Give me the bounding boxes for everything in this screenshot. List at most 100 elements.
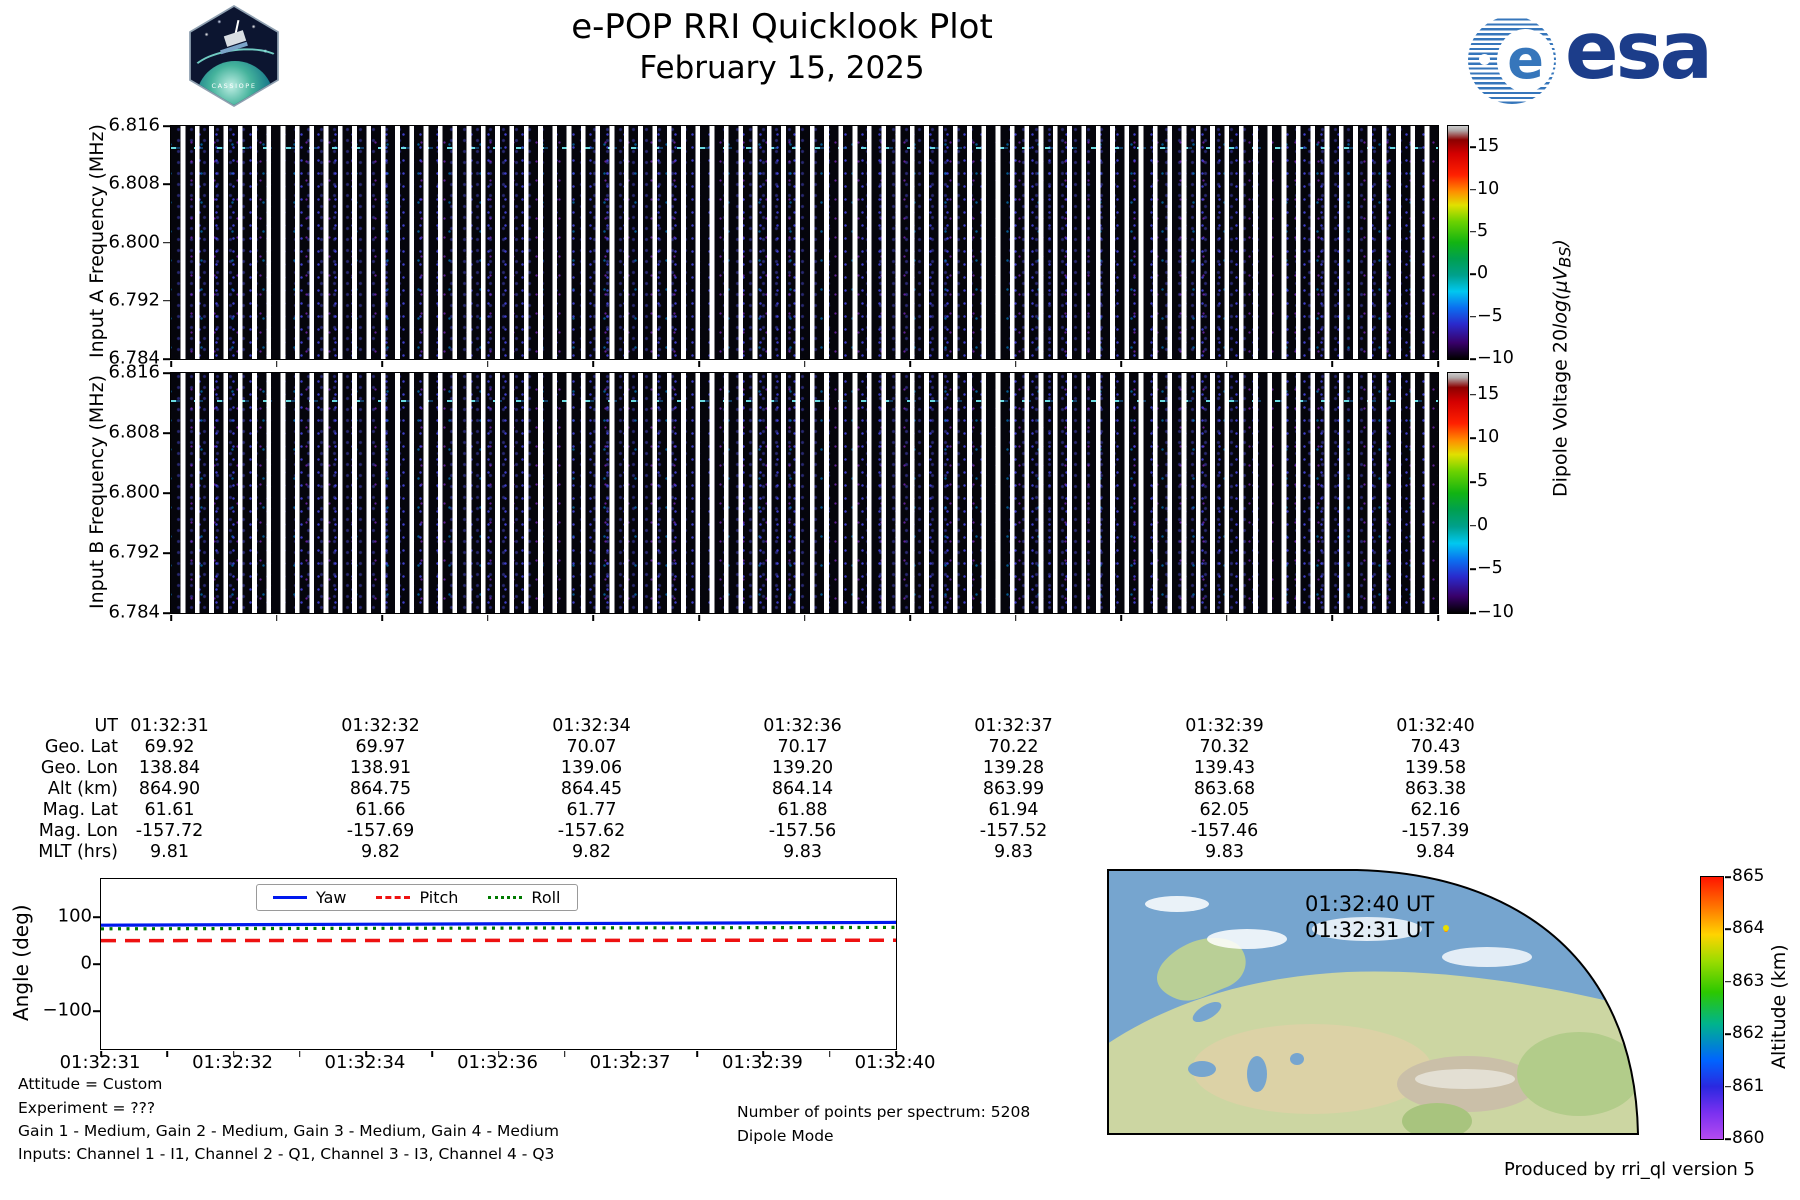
axis-tick [497,1050,500,1057]
eph-cell: 69.92 [144,737,195,757]
eph-cell: 139.06 [560,758,623,778]
axis-tick [909,614,911,621]
axis-tick [163,492,170,494]
axis-tick [163,299,170,302]
eph-cell: 70.17 [777,737,828,757]
eph-cell: 864.45 [560,779,623,799]
cbar-tick: 15 [1477,136,1500,157]
map-himalaya-snow [1415,1069,1515,1089]
cbar-tick: 865 [1732,866,1765,886]
axis-tick [163,358,170,360]
axis-tick [166,1050,169,1057]
ground-track-dot [1443,925,1449,931]
eph-row-values: 138.84 138.91 139.06 139.20 139.28 139.4… [64,758,1541,779]
ephemeris-row-geolat: Geo. Lat 69.92 69.97 70.07 70.17 70.22 7… [0,737,1800,758]
angle-yticklabels: 100 0 −100 [36,878,92,1048]
cbar-tick: 15 [1477,383,1500,404]
cbar-tick: 862 [1732,1023,1765,1044]
legend-entry-yaw: Yaw [273,888,346,907]
axis-tick [365,1050,367,1057]
footer-experiment: Experiment = ??? [18,1099,156,1117]
axis-tick [93,963,100,965]
footer-produced: Produced by rri_ql version 5 [1503,1159,1755,1180]
altitude-colorbar-label-text: Altitude (km) [1768,944,1790,1070]
eph-cell: 9.82 [572,842,611,862]
map-scandinavia [1157,937,1246,1001]
ytick: 6.800 [108,481,160,503]
eph-cell: 863.68 [1193,779,1256,799]
axis-tick [1469,315,1476,318]
axis-tick [1469,568,1476,571]
axis-tick [1120,614,1123,621]
eph-cell: 62.05 [1199,800,1250,820]
mission-patch-label: CASSIOPE [211,82,257,90]
eph-row-label: Mag. Lon [38,821,118,841]
eph-cell: -157.62 [557,821,626,841]
map-cloud [1312,917,1422,941]
axis-tick [828,1050,831,1057]
angle-lines [101,920,896,943]
eph-cell: 139.43 [1193,758,1256,778]
axis-tick [895,1050,897,1057]
angle-plot: Yaw Pitch Roll [93,878,897,1057]
eph-cell: -157.39 [1401,821,1470,841]
eph-row-values: 69.92 69.97 70.07 70.17 70.22 70.32 70.4… [64,737,1541,758]
axis-tick [1331,614,1334,621]
eph-cell: 61.77 [566,800,617,820]
eph-cell: 61.66 [355,800,406,820]
axis-tick [698,360,700,367]
axis-tick [1014,360,1017,367]
axis-tick [563,1050,566,1057]
axis-tick [803,360,806,367]
axis-tick [909,360,911,367]
eph-cell: 01:32:31 [130,716,209,736]
dipole-colorbar-label: Dipole Voltage 20log(μVBS) [1545,125,1579,612]
roll-line [101,925,896,931]
axis-tick [592,360,595,367]
dipole-colorbar-b-ticklabels: 15 10 5 0 −5 −10 [1477,372,1537,622]
eph-row-values: -157.72 -157.69 -157.62 -157.56 -157.52 … [64,821,1541,842]
eph-cell: -157.52 [979,821,1048,841]
angle-ylabel: Angle (deg) [6,878,36,1048]
eph-row-label: Mag. Lat [42,800,118,820]
page-date: February 15, 2025 [639,50,925,86]
axis-tick [93,1010,100,1012]
ytick: 100 [57,905,92,927]
eph-cell: 864.75 [349,779,412,799]
map-cloud [1145,896,1209,912]
axis-tick [486,614,489,621]
axis-tick [163,432,170,434]
eph-row-label: MLT (hrs) [38,842,118,862]
map-caspian-sea [1247,1056,1267,1092]
eph-cell: 139.58 [1404,758,1467,778]
axis-tick [163,125,170,127]
map-track-labels: 01:32:40 UT 01:32:31 UT [1305,891,1434,943]
footer-attitude: Attitude = Custom [18,1075,163,1093]
eph-cell: 864.14 [771,779,834,799]
xtick: 01:32:36 [457,1052,538,1073]
axis-tick [381,614,383,621]
cbar-tick: −5 [1477,305,1503,326]
roll-line-sample-icon [488,896,523,899]
axis-tick [232,1050,235,1057]
footer-inputs: Inputs: Channel 1 - I1, Channel 2 - Q1, … [18,1145,555,1163]
axis-tick [170,360,172,367]
map-black-sea [1188,1061,1216,1077]
altitude-colorbar-label: Altitude (km) [1762,876,1796,1138]
eph-cell: 01:32:32 [341,716,420,736]
axis-tick [170,614,172,621]
eph-cell: 70.43 [1410,737,1461,757]
eph-cell: 70.07 [566,737,617,757]
axis-tick [1331,360,1334,367]
axis-tick [1469,358,1476,360]
cbar-tick: −5 [1477,558,1503,579]
cbar-tick: 10 [1477,427,1500,448]
axis-tick [1469,231,1476,233]
ytick: 6.808 [108,421,160,443]
mission-patch: CASSIOPE [183,5,285,107]
eph-cell: 70.22 [988,737,1039,757]
eph-cell: 139.20 [771,758,834,778]
cbar-tick: −10 [1477,602,1514,622]
eph-cell: 9.81 [150,842,189,862]
